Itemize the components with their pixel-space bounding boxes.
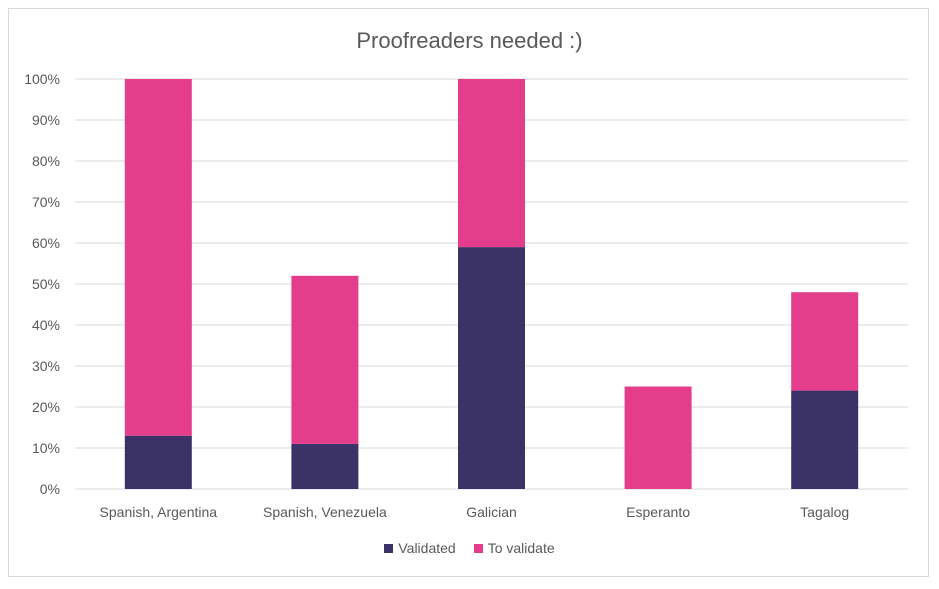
bar-to-validate — [458, 79, 525, 248]
legend-swatch-to-validate — [473, 543, 483, 553]
chart-title: Proofreaders needed :) — [356, 28, 583, 53]
legend-label-validated: Validated — [398, 540, 456, 556]
bar-validated — [124, 435, 192, 489]
bar-to-validate — [291, 275, 359, 444]
chart-legend: Validated To validate — [0, 540, 939, 556]
x-tick-label: Esperanto — [626, 504, 690, 520]
x-tick-label: Spanish, Argentina — [100, 504, 218, 520]
x-tick-label: Tagalog — [800, 504, 849, 520]
y-tick-label: 30% — [32, 358, 60, 374]
legend-item-validated: Validated — [384, 540, 456, 556]
y-tick-label: 50% — [32, 276, 60, 292]
legend-item-to-validate: To validate — [473, 540, 555, 556]
x-tick-label: Galician — [466, 504, 517, 520]
bar-validated — [458, 247, 525, 489]
y-tick-label: 10% — [32, 440, 60, 456]
y-tick-label: 40% — [32, 317, 60, 333]
y-tick-label: 20% — [32, 399, 60, 415]
y-tick-label: 90% — [32, 112, 60, 128]
x-tick-label: Spanish, Venezuela — [263, 504, 387, 520]
legend-swatch-validated — [384, 543, 394, 553]
bar-validated — [791, 390, 859, 489]
y-tick-label: 80% — [32, 153, 60, 169]
bar-to-validate — [124, 79, 192, 436]
y-tick-label: 60% — [32, 235, 60, 251]
y-tick-label: 0% — [40, 481, 60, 497]
bar-validated — [291, 443, 359, 489]
y-tick-label: 70% — [32, 194, 60, 210]
y-tick-label: 100% — [24, 71, 60, 87]
legend-label-to-validate: To validate — [487, 540, 555, 556]
bar-to-validate — [624, 386, 692, 489]
bar-to-validate — [791, 292, 859, 391]
